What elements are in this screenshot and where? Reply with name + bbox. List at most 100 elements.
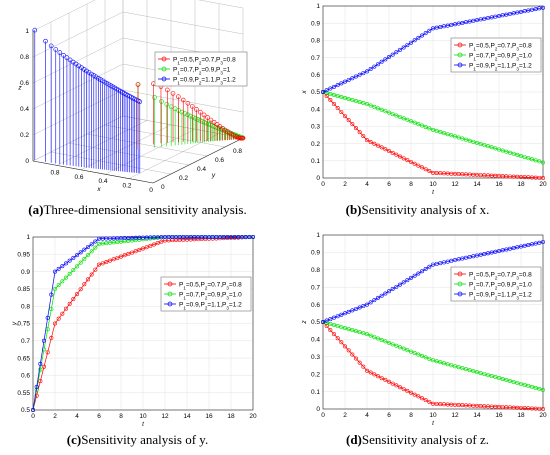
x-tick-label: 18: [517, 412, 525, 419]
legend-marker-blue: [457, 291, 463, 297]
data-point: [86, 244, 91, 249]
stem-marker: [193, 116, 198, 121]
data-point: [126, 238, 131, 243]
box-edge: [152, 137, 244, 184]
x-tick-label: 0.4: [98, 178, 107, 185]
data-point: [346, 327, 351, 332]
data-point: [423, 355, 428, 360]
z-tick-label: 0.4: [20, 106, 29, 113]
box-edge: [32, 63, 124, 110]
data-point: [335, 336, 340, 341]
data-point: [60, 311, 65, 316]
y-axis-label: y: [11, 321, 18, 326]
x-tick-label: 16: [495, 412, 503, 419]
data-point: [350, 76, 355, 81]
data-point: [52, 269, 57, 274]
data-point: [331, 315, 336, 320]
x-tick-label: 8: [119, 413, 123, 420]
data-point: [354, 99, 359, 104]
data-point: [93, 267, 98, 272]
x-tick-label: 20: [539, 181, 547, 188]
data-point: [456, 257, 461, 262]
data-point: [504, 378, 509, 383]
y-axis-label: x: [301, 90, 308, 95]
chart-b-x: 0 2 4 6 8 10 12 14 16 18 20 0 0.1 0.2 0.3 0.4 0.5 0.6 0.7 0…: [301, 3, 547, 196]
data-point: [354, 74, 359, 79]
data-point: [78, 260, 83, 265]
stem-marker: [57, 50, 63, 55]
data-point: [390, 112, 395, 117]
data-point: [93, 239, 98, 244]
data-point: [328, 86, 333, 91]
data-point: [489, 15, 494, 20]
data-point: [82, 282, 87, 287]
caption-c: (c)Sensitivity analysis of y.: [66, 432, 209, 447]
y-tick-label: 1: [316, 3, 320, 10]
data-point: [533, 7, 538, 12]
chart-d-z: 0 2 4 6 8 10 12 14 16 18 20 0 0.1 0.2 0.3 0.4 0.5 0.6 0.7 0…: [301, 232, 547, 427]
data-point: [86, 253, 91, 258]
y-tick-label: 0.5: [21, 407, 30, 414]
data-point: [100, 261, 105, 266]
data-point: [78, 287, 83, 292]
data-point: [130, 238, 135, 243]
x-tick-label: 14: [473, 412, 481, 419]
data-point: [405, 388, 410, 393]
data-point: [427, 356, 432, 361]
data-point: [431, 262, 436, 267]
y-tick-label: 0.6: [21, 373, 30, 380]
data-point: [372, 64, 377, 69]
data-point: [361, 304, 366, 309]
data-point: [75, 264, 80, 269]
data-point: [346, 309, 351, 314]
data-point: [409, 349, 414, 354]
y-tick-label: 0.95: [17, 252, 30, 259]
legend-marker-green: [161, 66, 167, 72]
data-point: [427, 126, 432, 131]
data-point: [390, 287, 395, 292]
data-point: [540, 5, 545, 10]
x-tick-label: 18: [517, 181, 525, 188]
data-point: [519, 381, 524, 386]
data-point: [328, 322, 333, 327]
y-tick-label: 0.8: [233, 148, 242, 155]
data-point: [467, 138, 472, 143]
data-point: [412, 351, 417, 356]
data-point: [324, 91, 329, 96]
data-point: [372, 298, 377, 303]
data-point: [133, 238, 138, 243]
data-point: [376, 143, 381, 148]
stem-marker: [240, 135, 246, 141]
data-point: [56, 316, 61, 321]
box-edge: [104, 128, 196, 175]
data-point: [361, 364, 366, 369]
data-point: [379, 293, 384, 298]
data-point: [405, 348, 410, 353]
x-tick-label: 2: [343, 412, 347, 419]
data-point: [324, 321, 329, 326]
data-point: [339, 110, 344, 115]
data-point: [379, 107, 384, 112]
data-point: [41, 364, 46, 369]
y-tick-label: 0.6: [311, 302, 320, 309]
chart-c-y: 0 2 4 6 8 10 12 14 16 18 20 0.5 0.55 0.6 0.65 0.7 0.75 0.…: [11, 234, 257, 427]
data-point: [401, 280, 406, 285]
y-tick-label: 0.3: [311, 354, 320, 361]
data-point: [108, 258, 113, 263]
x-tick-label: 14: [473, 181, 481, 188]
data-point: [533, 385, 538, 390]
data-point: [390, 342, 395, 347]
data-point: [387, 379, 392, 384]
data-point: [489, 145, 494, 150]
data-point: [508, 378, 513, 383]
data-point: [346, 118, 351, 123]
data-point: [394, 152, 399, 157]
data-point: [361, 101, 366, 106]
y-tick-label: 0.65: [17, 355, 30, 362]
data-point: [130, 250, 135, 255]
data-point: [368, 103, 373, 108]
data-point: [346, 348, 351, 353]
data-point: [504, 12, 509, 17]
series-line-red: [322, 91, 544, 179]
data-point: [416, 352, 421, 357]
